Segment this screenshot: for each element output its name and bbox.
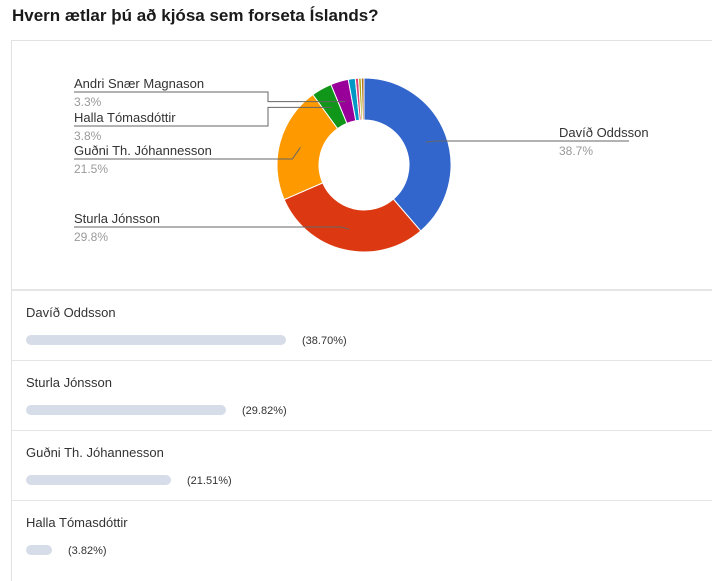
chart-divider	[12, 289, 712, 291]
slice-pct-sturla-jonsson: 29.8%	[74, 230, 108, 244]
result-label: Halla Tómasdóttir	[26, 515, 128, 530]
donut-chart: Davíð Oddsson 38.7% Sturla Jónsson 29.8% Guð…	[74, 76, 649, 253]
result-bar-fill	[26, 335, 286, 345]
page-title: Hvern ætlar þú að kjósa sem forseta Ísla…	[12, 6, 379, 25]
leader-line-sturla-jonsson	[74, 226, 350, 230]
donut-slice-davi-oddsson[interactable]	[363, 77, 452, 232]
donut-slice-other-8[interactable]	[360, 77, 365, 121]
slice-label-davi-oddsson: Davíð Oddsson	[559, 125, 649, 140]
slice-pct-andri-sn-r-magnason: 3.3%	[74, 95, 102, 109]
result-percent: (29.82%)	[242, 405, 287, 417]
donut-chart-area: Davíð Oddsson 38.7% Sturla Jónsson 29.8% Guð…	[12, 41, 712, 289]
leader-line-gu-ni-th-johannesson	[74, 147, 301, 160]
slice-label-halla-tomasdottir: Halla Tómasdóttir	[74, 110, 176, 125]
result-bar	[26, 335, 286, 345]
row-separator	[12, 500, 712, 501]
donut-slice-gu-ni-th-johannesson[interactable]	[276, 93, 339, 201]
slice-label-gu-ni-th-johannesson: Guðni Th. Jóhannesson	[74, 143, 212, 158]
leader-line-halla-tomasdottir	[74, 106, 332, 127]
result-bar	[26, 405, 226, 415]
donut-slice-sturla-jonsson[interactable]	[283, 182, 422, 253]
result-row-davi-oddsson: Davíð Oddsson (38.70%)	[12, 291, 712, 361]
result-percent: (38.70%)	[302, 335, 347, 347]
result-label: Guðni Th. Jóhannesson	[26, 445, 164, 460]
result-label: Davíð Oddsson	[26, 305, 116, 320]
leader-line-andri-sn-r-magnason	[74, 91, 346, 103]
result-bar	[26, 475, 171, 485]
result-percent: (3.82%)	[68, 545, 107, 557]
result-percent: (21.51%)	[187, 475, 232, 487]
poll-panel: Davíð Oddsson 38.7% Sturla Jónsson 29.8% Guð…	[11, 40, 712, 581]
result-row-sturla-jonsson: Sturla Jónsson (29.82%)	[12, 361, 712, 431]
slice-pct-gu-ni-th-johannesson: 21.5%	[74, 162, 108, 176]
row-separator	[12, 360, 712, 361]
slice-label-sturla-jonsson: Sturla Jónsson	[74, 211, 160, 226]
slice-pct-halla-tomasdottir: 3.8%	[74, 129, 102, 143]
result-label: Sturla Jónsson	[26, 375, 112, 390]
slice-label-andri-sn-r-magnason: Andri Snær Magnason	[74, 76, 204, 91]
slice-pct-davi-oddsson: 38.7%	[559, 144, 593, 158]
result-bar	[26, 545, 52, 555]
result-bar-fill	[26, 475, 171, 485]
result-row-halla-tomasdottir: Halla Tómasdóttir (3.82%)	[12, 501, 712, 571]
leader-line-davi-oddsson	[425, 140, 629, 143]
result-row-gu-ni-th-johannesson: Guðni Th. Jóhannesson (21.51%)	[12, 431, 712, 501]
result-bar-fill	[26, 405, 226, 415]
row-separator	[12, 430, 712, 431]
result-bar-fill	[26, 545, 52, 555]
